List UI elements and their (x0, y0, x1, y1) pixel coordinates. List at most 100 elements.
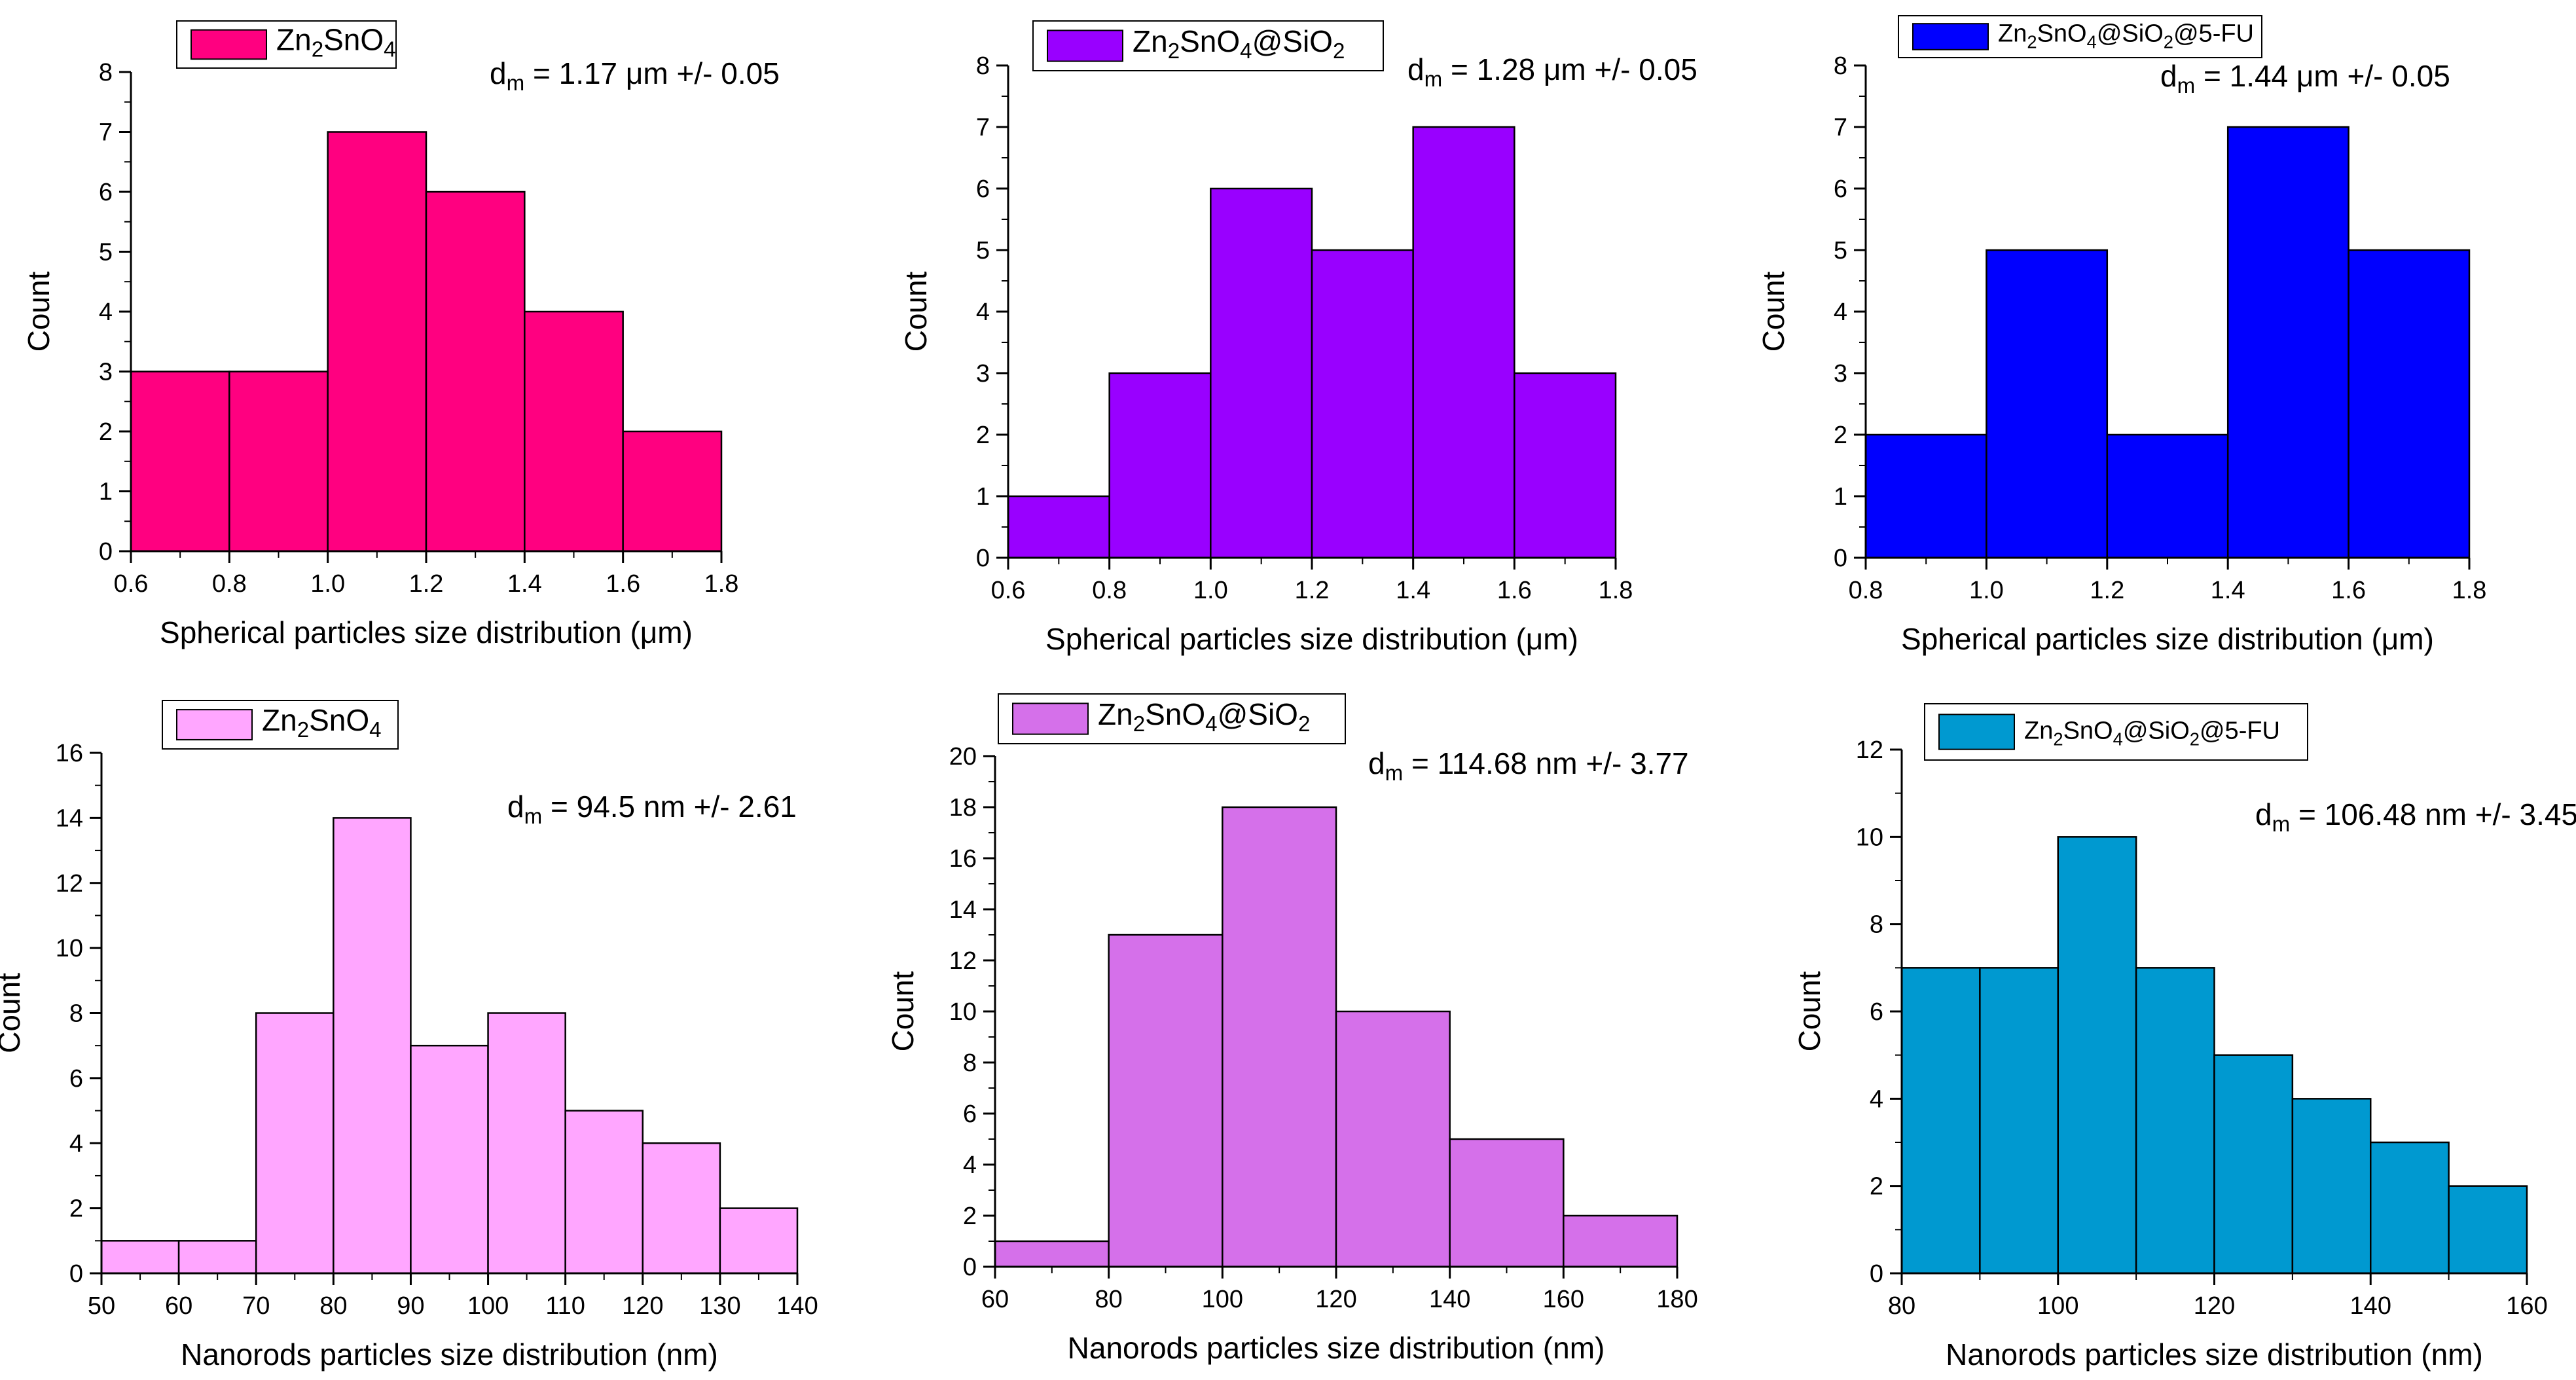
y-tick-label: 6 (1834, 175, 1847, 203)
text-part: = 114.68 nm +/- 3.77 (1403, 746, 1688, 780)
legend-swatch (176, 709, 253, 740)
y-tick-label: 3 (976, 360, 990, 388)
subscript-part: 2 (1298, 712, 1310, 736)
subscript-part: 4 (369, 718, 381, 742)
x-tick-label: 1.4 (1396, 577, 1430, 604)
histogram-bar (1864, 433, 1987, 559)
legend: Zn2SnO4@SiO2@5-FU (1898, 15, 2262, 58)
y-axis-title: Count (1756, 271, 1790, 352)
text-part: @SiO (1252, 24, 1333, 58)
bars (130, 131, 723, 553)
text-part: Zn (2024, 717, 2053, 744)
x-tick-label: 1.0 (310, 570, 345, 598)
histogram-bar (2106, 433, 2229, 559)
y-tick-label: 0 (99, 538, 113, 566)
subscript-part: m (2177, 74, 2196, 98)
bars (1007, 126, 1617, 559)
subscript-part: 2 (1133, 712, 1145, 736)
x-tick-label: 110 (545, 1292, 585, 1320)
bars (994, 806, 1678, 1268)
histogram-bar (2213, 1054, 2294, 1275)
histogram-bar (1514, 372, 1617, 559)
text-part: @SiO (1218, 697, 1298, 731)
legend: Zn2SnO4 (162, 700, 399, 750)
subscript-part: 2 (2053, 729, 2063, 749)
x-tick-label: 90 (397, 1292, 424, 1320)
x-tick-label: 100 (467, 1292, 509, 1320)
y-tick-label: 6 (963, 1100, 977, 1128)
text-part: d (2160, 59, 2177, 93)
histogram-bar (1222, 806, 1337, 1268)
y-tick-label: 0 (1870, 1260, 1883, 1288)
bars (1864, 126, 2471, 559)
subscript-part: 4 (2113, 729, 2123, 749)
text-part: d (507, 790, 524, 824)
y-tick-label: 0 (1834, 545, 1847, 572)
y-tick-label: 8 (99, 59, 113, 86)
x-tick-label: 60 (165, 1292, 192, 1320)
histogram-bar (564, 1110, 644, 1275)
y-tick-label: 5 (976, 237, 990, 264)
histogram-bar (1108, 372, 1212, 559)
y-tick-label: 2 (69, 1195, 83, 1223)
x-tick-label: 120 (1315, 1286, 1356, 1313)
text-part: @5-FU (2173, 20, 2254, 48)
x-tick-label: 1.8 (704, 570, 739, 598)
legend-swatch (190, 29, 267, 60)
y-tick-label: 2 (1834, 422, 1847, 449)
x-tick-label: 1.2 (409, 570, 444, 598)
histogram-bar (719, 1207, 799, 1275)
y-tick-label: 8 (1834, 52, 1847, 80)
histogram-bar (327, 131, 427, 553)
y-tick-label: 14 (949, 896, 977, 924)
histogram-bar (2448, 1185, 2528, 1275)
histogram-bar (425, 191, 526, 553)
text-part: d (490, 56, 507, 90)
subscript-part: 2 (2164, 32, 2173, 52)
mean-diameter-annotation: dm = 1.28 μm +/- 0.05 (1407, 52, 1697, 92)
subscript-part: 4 (384, 38, 395, 62)
x-tick-label: 1.8 (2452, 577, 2487, 604)
x-tick-label: 0.8 (212, 570, 247, 598)
y-axis-title: Count (1792, 971, 1826, 1051)
legend-label: Zn2SnO4@SiO2 (1133, 24, 1345, 64)
y-tick-label: 1 (99, 479, 113, 506)
x-tick-label: 1.4 (507, 570, 542, 598)
y-tick-label: 12 (1856, 736, 1883, 764)
y-tick-label: 14 (56, 805, 83, 832)
y-tick-label: 0 (69, 1260, 83, 1288)
x-tick-label: 1.2 (2090, 577, 2124, 604)
histogram-bar (177, 1240, 257, 1275)
x-tick-label: 1.6 (606, 570, 640, 598)
x-tick-label: 120 (2194, 1292, 2235, 1320)
x-axis-title: Nanorods particles size distribution (nm… (1068, 1331, 1605, 1365)
y-tick-label: 1 (1834, 483, 1847, 511)
y-tick-label: 8 (976, 52, 990, 80)
text-part: Zn (1998, 20, 2027, 48)
x-tick-label: 100 (2037, 1292, 2078, 1320)
x-axis-title: Nanorods particles size distribution (nm… (1946, 1337, 2483, 1371)
histogram-bar (487, 1012, 566, 1275)
x-tick-label: 50 (88, 1292, 115, 1320)
ticks: 0 1 2 3 4 5 6 7 8 0.6 0.8 1.0 1.2 1.4 1.6 1.8 (99, 59, 739, 598)
x-tick-label: 140 (1429, 1286, 1470, 1313)
x-tick-label: 1.6 (2331, 577, 2366, 604)
mean-diameter-annotation: dm = 114.68 nm +/- 3.77 (1368, 746, 1689, 786)
y-tick-label: 6 (976, 175, 990, 203)
histogram-bar (333, 817, 412, 1275)
text-part: SnO (1180, 24, 1240, 58)
histogram-bar (255, 1012, 335, 1275)
histogram-bar (524, 310, 624, 553)
x-tick-label: 0.8 (1092, 577, 1127, 604)
histogram-bar (410, 1044, 489, 1275)
histogram-bar (2226, 126, 2349, 559)
x-tick-label: 160 (1543, 1286, 1584, 1313)
histogram-bar (622, 430, 723, 553)
histogram-bar (2057, 836, 2137, 1275)
y-tick-label: 3 (1834, 360, 1847, 388)
y-axis-title: Count (886, 971, 920, 1051)
y-axis-title: Count (22, 271, 56, 352)
histogram-bar (1210, 187, 1313, 559)
legend: Zn2SnO4 (176, 20, 397, 69)
ticks: 0 1 2 3 4 5 6 7 8 0.8 1.0 1.2 1.4 1.6 1.8 (1834, 52, 2487, 604)
